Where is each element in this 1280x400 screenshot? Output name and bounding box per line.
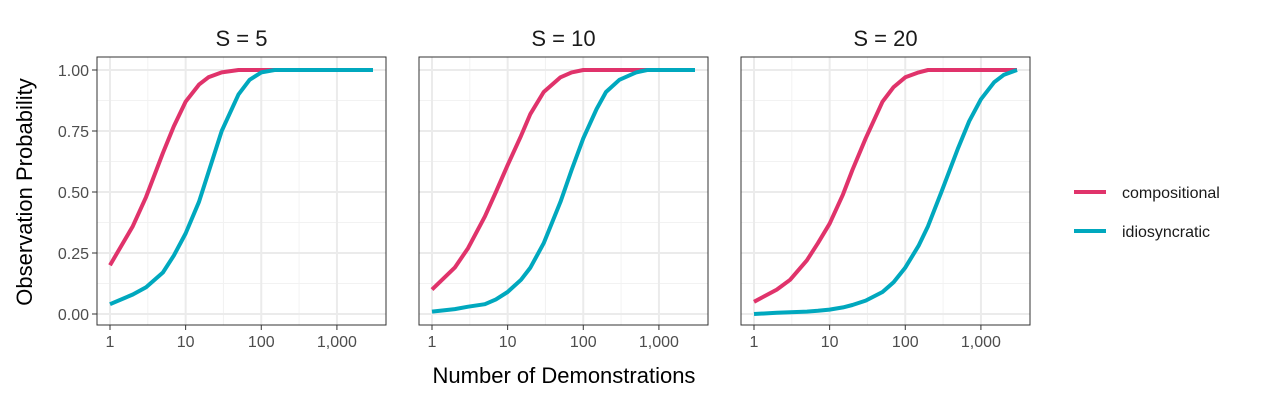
y-tick-label: 1.00 bbox=[58, 63, 89, 80]
legend-label-idiosyncratic: idiosyncratic bbox=[1122, 224, 1210, 241]
y-tick-label: 0.25 bbox=[58, 246, 89, 263]
x-tick-label: 10 bbox=[499, 334, 517, 351]
x-tick-label: 1,000 bbox=[639, 334, 679, 351]
series-line-idiosyncratic bbox=[109, 68, 373, 307]
series-line-idiosyncratic bbox=[753, 68, 1018, 316]
series-line-idiosyncratic bbox=[431, 68, 695, 314]
series-line-compositional bbox=[108, 68, 373, 267]
panel-title: S = 5 bbox=[216, 26, 268, 51]
x-axis-title: Number of Demonstrations bbox=[433, 363, 696, 388]
y-axis-title: Observation Probability bbox=[12, 78, 37, 305]
x-tick-label: 100 bbox=[570, 334, 597, 351]
panel-title: S = 10 bbox=[531, 26, 595, 51]
panel-title: S = 20 bbox=[853, 26, 917, 51]
y-tick-label: 0.50 bbox=[58, 185, 89, 202]
panel-border bbox=[418, 56, 709, 326]
y-tick-label: 0.75 bbox=[58, 124, 89, 141]
panel-3: S = 20 1 10 100 1,000 bbox=[740, 26, 1031, 351]
series-line-compositional bbox=[430, 68, 695, 292]
x-tick-label: 1 bbox=[750, 334, 759, 351]
x-tick-label: 10 bbox=[821, 334, 839, 351]
series-line-compositional bbox=[753, 68, 1017, 304]
x-tick-label: 1 bbox=[106, 334, 115, 351]
x-tick-label: 100 bbox=[892, 334, 919, 351]
x-tick-label: 1,000 bbox=[317, 334, 357, 351]
panel-border bbox=[740, 56, 1031, 326]
panel-border bbox=[96, 56, 387, 326]
x-tick-label: 100 bbox=[248, 334, 275, 351]
legend: compositional idiosyncratic bbox=[1074, 185, 1220, 241]
panel-1: S = 5 1 10 100 1,000 0.00 0.25 0.50 0.75 1.00 bbox=[58, 26, 387, 351]
x-tick-label: 1,000 bbox=[961, 334, 1001, 351]
panel-2: S = 10 1 10 100 1,000 bbox=[418, 26, 709, 351]
x-tick-label: 1 bbox=[428, 334, 437, 351]
x-tick-label: 10 bbox=[177, 334, 195, 351]
y-tick-label: 0.00 bbox=[58, 307, 89, 324]
legend-label-compositional: compositional bbox=[1122, 185, 1220, 202]
